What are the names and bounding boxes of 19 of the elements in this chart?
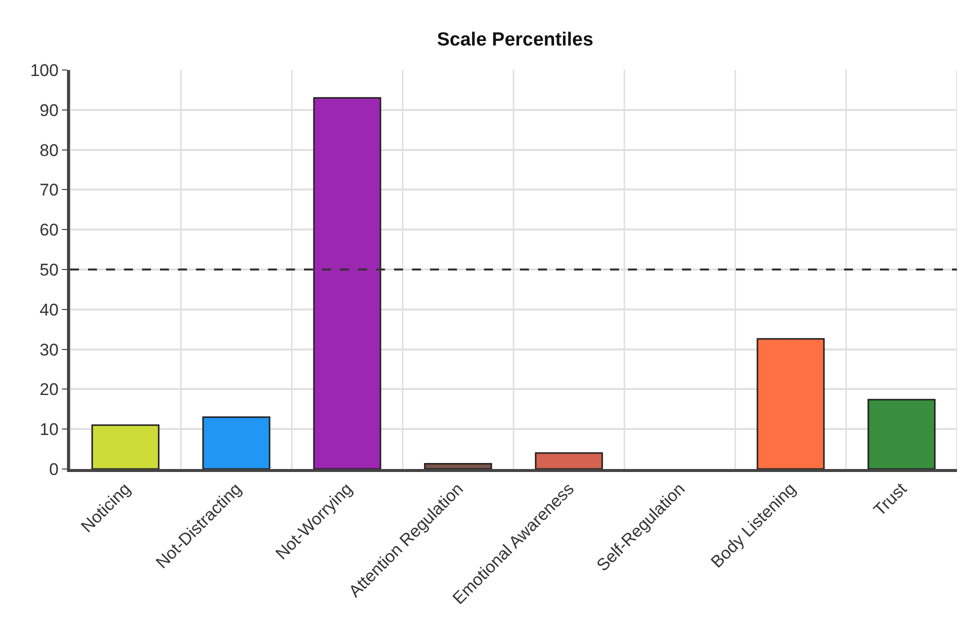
bar	[424, 463, 492, 469]
y-tick-label: 10	[40, 420, 59, 440]
y-tick-label: 30	[40, 340, 59, 360]
y-tick-label: 50	[40, 260, 59, 280]
bar	[313, 97, 382, 469]
bar	[91, 424, 160, 469]
bar	[756, 338, 825, 469]
chart-title: Scale Percentiles	[436, 29, 594, 50]
y-tick-label: 60	[40, 220, 59, 240]
bar	[868, 398, 936, 469]
bar	[202, 416, 270, 469]
bar	[534, 452, 603, 469]
y-tick-label: 100	[30, 60, 59, 80]
y-tick-label: 0	[49, 460, 59, 479]
y-tick-label: 70	[40, 180, 59, 200]
y-tick-label: 90	[40, 100, 59, 120]
y-tick-label: 80	[40, 140, 59, 160]
y-tick-label: 20	[40, 380, 59, 400]
y-tick-label: 40	[40, 300, 59, 320]
